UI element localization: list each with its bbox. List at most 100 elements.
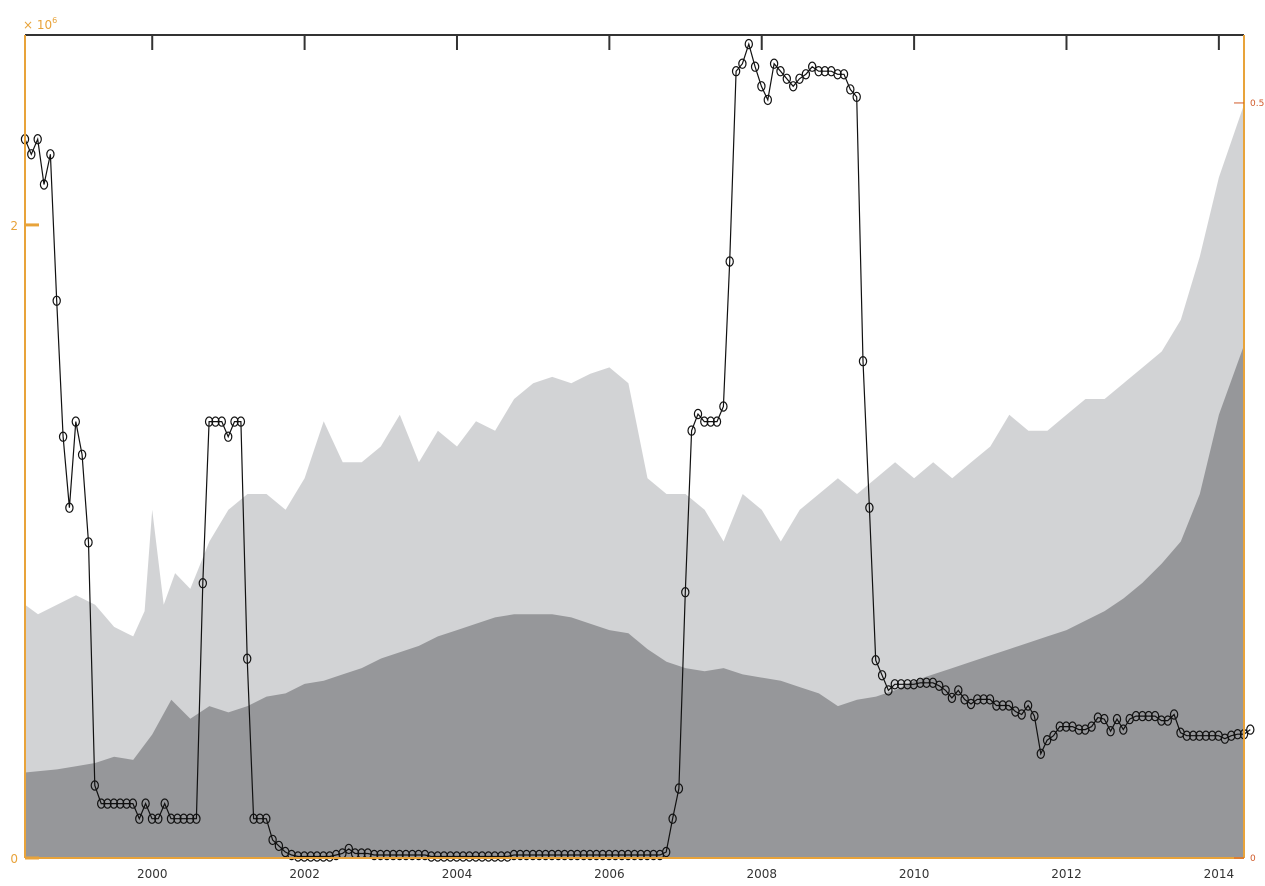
line-marker-187 bbox=[1207, 730, 1217, 741]
line-marker-90 bbox=[592, 849, 601, 861]
line-marker-157 bbox=[1017, 709, 1026, 720]
line-marker-101 bbox=[662, 846, 671, 858]
line-marker-102 bbox=[668, 813, 677, 824]
line-marker-22 bbox=[160, 798, 169, 809]
line-marker-139 bbox=[903, 679, 912, 690]
line-marker-83 bbox=[547, 849, 557, 861]
line-marker-103 bbox=[674, 783, 684, 794]
line-marker-44 bbox=[300, 851, 309, 862]
line-marker-3 bbox=[39, 179, 49, 190]
x-tick-label-1: 2002 bbox=[289, 867, 320, 881]
line-marker-7 bbox=[65, 502, 74, 513]
line-marker-136 bbox=[884, 685, 893, 696]
right-tick-label-0: 0 bbox=[1250, 854, 1256, 864]
line-marker-15 bbox=[115, 798, 125, 809]
line-marker-133 bbox=[865, 502, 874, 513]
line-marker-43 bbox=[293, 851, 303, 862]
line-marker-91 bbox=[598, 849, 607, 861]
line-marker-66 bbox=[439, 851, 449, 862]
line-marker-24 bbox=[173, 813, 182, 824]
line-marker-118 bbox=[769, 58, 779, 69]
line-marker-153 bbox=[992, 700, 1001, 711]
line-marker-16 bbox=[122, 798, 131, 809]
line-marker-79 bbox=[522, 849, 531, 861]
line-marker-74 bbox=[490, 851, 499, 862]
line-marker-82 bbox=[541, 849, 550, 861]
line-marker-166 bbox=[1074, 724, 1084, 735]
line-marker-115 bbox=[750, 61, 760, 72]
line-marker-186 bbox=[1201, 730, 1211, 741]
line-marker-37 bbox=[255, 813, 265, 824]
line-marker-19 bbox=[141, 798, 150, 809]
line-marker-62 bbox=[414, 849, 423, 861]
line-marker-36 bbox=[249, 813, 258, 824]
line-marker-190 bbox=[1227, 730, 1236, 741]
line-marker-33 bbox=[230, 416, 239, 427]
left-axis-exponent: × 106 bbox=[23, 16, 57, 32]
line-marker-173 bbox=[1119, 724, 1128, 735]
line-marker-111 bbox=[725, 256, 734, 267]
line-marker-124 bbox=[808, 61, 817, 72]
plot-frame bbox=[24, 34, 1245, 859]
line-marker-5 bbox=[52, 295, 61, 306]
line-marker-86 bbox=[566, 849, 576, 861]
line-marker-170 bbox=[1100, 713, 1109, 725]
line-marker-130 bbox=[846, 84, 855, 95]
line-marker-183 bbox=[1182, 730, 1192, 741]
line-marker-69 bbox=[458, 851, 468, 862]
line-marker-26 bbox=[185, 813, 195, 824]
line-marker-8 bbox=[71, 416, 81, 427]
line-marker-147 bbox=[954, 685, 963, 696]
line-marker-71 bbox=[471, 851, 480, 862]
line-marker-129 bbox=[839, 69, 849, 80]
line-marker-164 bbox=[1061, 721, 1071, 732]
line-marker-171 bbox=[1106, 726, 1115, 737]
line-marker-29 bbox=[204, 416, 214, 427]
line-marker-61 bbox=[408, 849, 417, 861]
line-marker-89 bbox=[585, 849, 595, 861]
line-marker-121 bbox=[789, 81, 798, 92]
y-axis-right: 00.5 bbox=[1234, 99, 1264, 864]
x-tick-label-4: 2008 bbox=[746, 867, 777, 881]
line-marker-10 bbox=[84, 537, 93, 548]
x-tick-label-2: 2004 bbox=[442, 867, 473, 881]
line-marker-106 bbox=[693, 408, 703, 420]
line-marker-67 bbox=[446, 851, 455, 862]
line-marker-140 bbox=[909, 679, 919, 690]
line-marker-27 bbox=[192, 813, 201, 824]
left-tick-label-1: 2 bbox=[10, 219, 18, 233]
y-axis-left: 0 2 × 106 bbox=[10, 16, 57, 866]
line-marker-154 bbox=[998, 700, 1007, 711]
line-marker-94 bbox=[617, 849, 627, 861]
line-marker-85 bbox=[560, 849, 569, 861]
line-marker-155 bbox=[1004, 700, 1014, 711]
line-marker-158 bbox=[1023, 700, 1033, 711]
line-marker-11 bbox=[90, 780, 100, 791]
line-marker-65 bbox=[433, 851, 442, 862]
line-marker-87 bbox=[573, 849, 582, 861]
line-marker-134 bbox=[871, 655, 880, 666]
line-marker-51 bbox=[344, 843, 353, 855]
line-marker-104 bbox=[681, 587, 690, 598]
line-marker-178 bbox=[1150, 710, 1160, 722]
line-marker-181 bbox=[1169, 709, 1179, 720]
upper-area bbox=[25, 104, 1244, 859]
line-marker-107 bbox=[700, 416, 709, 427]
line-marker-137 bbox=[890, 679, 900, 690]
line-marker-117 bbox=[763, 94, 773, 106]
line-marker-58 bbox=[389, 849, 398, 861]
x-tick-label-3: 2006 bbox=[594, 867, 625, 881]
line-marker-63 bbox=[420, 849, 430, 861]
line-marker-93 bbox=[611, 849, 620, 861]
line-marker-119 bbox=[776, 65, 785, 77]
line-marker-38 bbox=[262, 813, 271, 824]
line-marker-125 bbox=[814, 65, 823, 77]
line-marker-77 bbox=[509, 849, 519, 861]
line-marker-39 bbox=[268, 834, 277, 846]
line-marker-28 bbox=[198, 578, 207, 589]
line-marker-70 bbox=[465, 851, 474, 862]
line-marker-13 bbox=[103, 798, 112, 809]
line-marker-96 bbox=[630, 849, 639, 861]
line-marker-148 bbox=[960, 694, 969, 705]
line-marker-95 bbox=[623, 849, 633, 861]
